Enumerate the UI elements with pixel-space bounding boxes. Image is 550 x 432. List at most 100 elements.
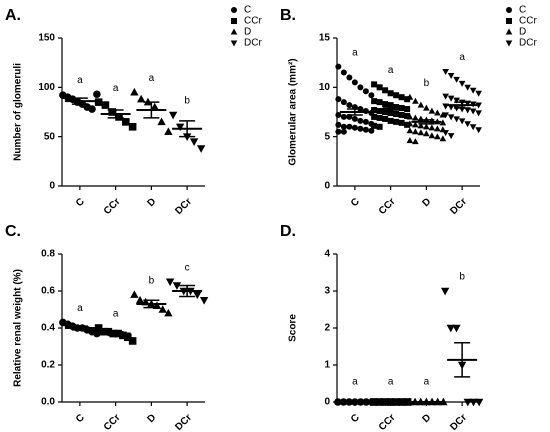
point: [362, 88, 369, 95]
x-tick-label: D: [420, 196, 433, 209]
point: [128, 123, 137, 131]
point: [387, 90, 394, 97]
point: [369, 398, 378, 406]
x-tick-label: CCr: [377, 196, 398, 217]
point: [398, 94, 405, 101]
point: [346, 74, 353, 81]
legend-label: DCr: [244, 38, 262, 49]
point: [376, 84, 383, 91]
point: [382, 109, 389, 115]
point: [136, 94, 146, 103]
point: [428, 124, 436, 131]
point: [368, 127, 375, 134]
point: [94, 98, 103, 106]
point: [150, 102, 159, 111]
point: [412, 97, 419, 104]
significance-letter: a: [113, 309, 119, 320]
point: [405, 397, 414, 406]
point: [130, 290, 139, 298]
significance-letter: a: [149, 73, 155, 84]
y-tick-label: 3: [324, 286, 330, 297]
point: [423, 123, 430, 130]
point: [406, 137, 414, 144]
point: [434, 133, 441, 140]
y-tick-label: 4: [324, 249, 330, 260]
point: [88, 105, 96, 113]
legend-marker: [231, 7, 237, 13]
point: [158, 305, 167, 313]
x-tick-label: DCr: [448, 196, 469, 217]
point: [447, 133, 455, 140]
point: [357, 125, 364, 132]
y-tick-label: 100: [38, 82, 55, 93]
point: [434, 125, 441, 132]
point: [387, 109, 394, 116]
point: [335, 96, 342, 103]
point: [193, 291, 202, 300]
y-axis-label: Score: [288, 314, 299, 342]
legend-label: C: [519, 5, 526, 16]
point: [362, 118, 369, 125]
point: [376, 123, 383, 130]
x-tick-label: C: [74, 196, 87, 209]
y-tick-label: 0.0: [41, 397, 55, 408]
point: [452, 324, 461, 333]
point: [453, 116, 460, 123]
significance-letter: a: [352, 47, 358, 58]
y-axis-label: Number of glomeruli: [13, 63, 24, 161]
point: [453, 76, 460, 83]
point: [382, 87, 389, 94]
point: [376, 108, 383, 115]
point: [128, 337, 137, 345]
point: [447, 72, 455, 79]
point: [101, 101, 110, 109]
point: [130, 87, 139, 96]
x-tick-label: C: [349, 196, 362, 209]
point: [404, 106, 411, 113]
point: [362, 126, 369, 133]
significance-letter: a: [388, 65, 394, 76]
point: [346, 123, 353, 130]
point: [406, 127, 414, 134]
x-tick-label: D: [420, 412, 433, 425]
point: [168, 111, 178, 120]
legend-label: CCr: [244, 16, 262, 27]
point: [439, 397, 448, 406]
point: [464, 107, 471, 114]
point: [387, 102, 394, 109]
point: [99, 327, 108, 336]
point: [475, 90, 482, 97]
point: [382, 115, 389, 122]
legend-label: D: [244, 27, 251, 38]
point: [340, 99, 347, 106]
point: [340, 113, 347, 120]
point: [335, 121, 342, 128]
x-tick-label: DCr: [173, 412, 194, 432]
x-tick-label: DCr: [448, 412, 469, 432]
point: [404, 121, 411, 128]
point: [412, 138, 419, 145]
point: [351, 124, 358, 131]
significance-letter: a: [424, 377, 430, 388]
point: [423, 104, 430, 111]
point: [175, 123, 185, 132]
point: [371, 98, 378, 105]
y-tick-label: 0.4: [41, 323, 55, 334]
point: [164, 308, 173, 317]
point: [123, 333, 132, 342]
point: [440, 287, 450, 296]
point: [412, 114, 419, 121]
point: [439, 135, 447, 142]
point: [382, 101, 389, 108]
point: [464, 84, 471, 91]
significance-letter: b: [184, 96, 190, 107]
point: [463, 398, 472, 407]
point: [406, 120, 414, 127]
y-tick-label: 0.2: [41, 360, 55, 371]
significance-letter: a: [352, 377, 358, 388]
y-tick-label: 5: [324, 131, 330, 142]
point: [475, 127, 482, 134]
point: [469, 108, 477, 115]
y-tick-label: 1: [324, 360, 330, 371]
point: [115, 113, 123, 121]
